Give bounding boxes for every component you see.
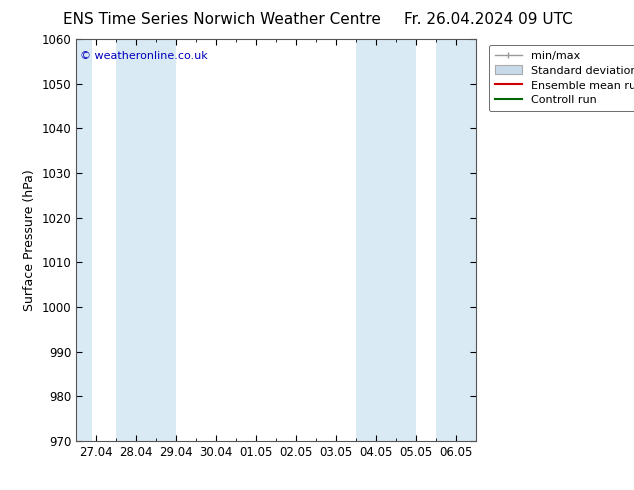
Legend: min/max, Standard deviation, Ensemble mean run, Controll run: min/max, Standard deviation, Ensemble me… — [489, 45, 634, 111]
Bar — [116, 39, 176, 441]
Y-axis label: Surface Pressure (hPa): Surface Pressure (hPa) — [23, 169, 36, 311]
Bar — [436, 39, 476, 441]
Bar — [356, 39, 416, 441]
Text: © weatheronline.co.uk: © weatheronline.co.uk — [80, 51, 208, 61]
Text: ENS Time Series Norwich Weather Centre: ENS Time Series Norwich Weather Centre — [63, 12, 381, 27]
Text: Fr. 26.04.2024 09 UTC: Fr. 26.04.2024 09 UTC — [404, 12, 573, 27]
Bar — [76, 39, 92, 441]
